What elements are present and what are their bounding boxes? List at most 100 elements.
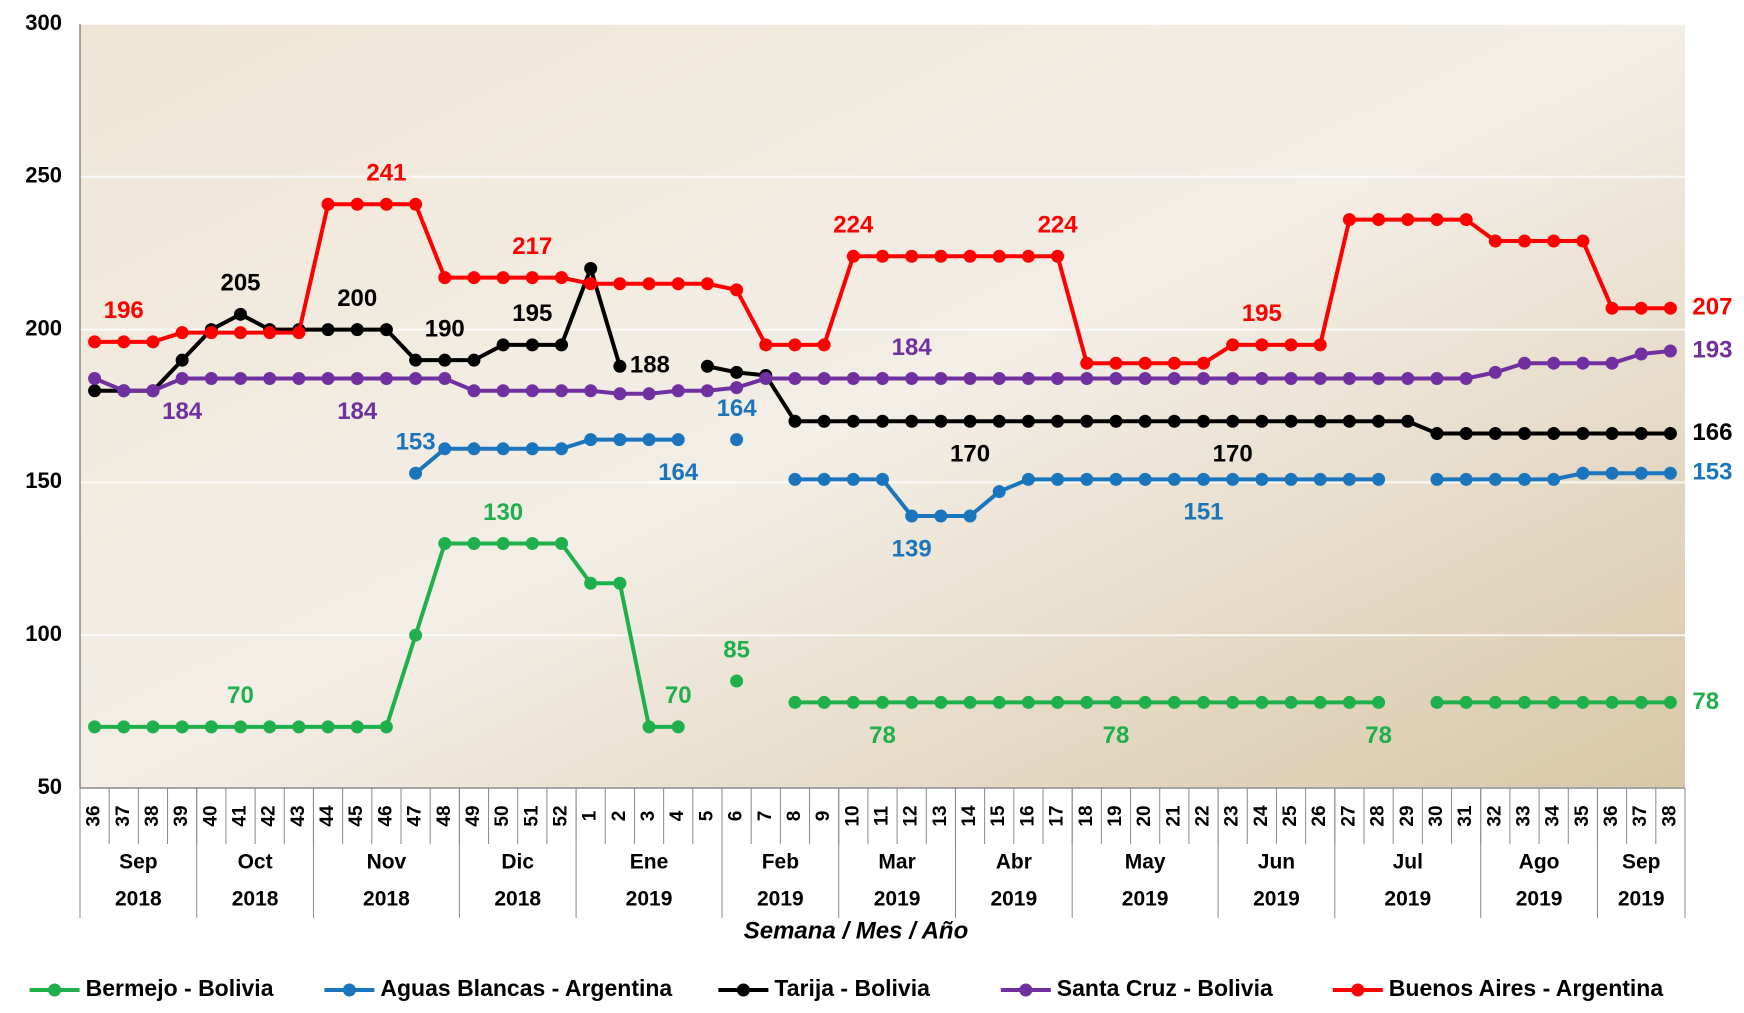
data-point: [1518, 357, 1531, 370]
data-point: [1547, 473, 1560, 486]
data-label: 188: [630, 352, 670, 379]
data-point: [1606, 467, 1619, 480]
data-point: [1022, 415, 1035, 428]
data-point: [1606, 357, 1619, 370]
data-point: [176, 326, 189, 339]
data-point: [964, 372, 977, 385]
legend-swatch: [48, 984, 61, 997]
data-point: [905, 415, 918, 428]
data-point: [1168, 696, 1181, 709]
x-tick-label: 40: [200, 805, 221, 826]
legend-label: Buenos Aires - Argentina: [1389, 975, 1664, 1001]
x-tick-label: 27: [1338, 805, 1359, 826]
data-point: [1285, 473, 1298, 486]
year-label: 2018: [232, 888, 279, 911]
data-point: [788, 372, 801, 385]
x-tick-label: 29: [1397, 805, 1418, 826]
data-point: [1197, 415, 1210, 428]
year-label: 2019: [757, 888, 804, 911]
data-point: [497, 384, 510, 397]
data-point: [380, 720, 393, 733]
data-point: [1285, 415, 1298, 428]
data-point: [322, 372, 335, 385]
data-label: 170: [950, 441, 990, 468]
x-tick-label: 3: [638, 811, 659, 822]
data-point: [1518, 473, 1531, 486]
data-point: [409, 372, 422, 385]
data-point: [1401, 415, 1414, 428]
data-point: [438, 271, 451, 284]
x-tick-label: 19: [1105, 805, 1126, 826]
x-tick-label: 14: [959, 805, 980, 827]
data-point: [526, 442, 539, 455]
data-point: [526, 338, 539, 351]
year-label: 2019: [1516, 888, 1563, 911]
data-point: [263, 720, 276, 733]
data-point: [818, 473, 831, 486]
data-point: [1430, 372, 1443, 385]
data-point: [613, 277, 626, 290]
data-point: [1109, 696, 1122, 709]
data-point: [730, 675, 743, 688]
data-point: [292, 372, 305, 385]
month-label: Nov: [367, 851, 407, 874]
x-tick-label: 35: [1572, 805, 1593, 827]
data-point: [613, 387, 626, 400]
data-label: 78: [1365, 722, 1392, 749]
data-point: [905, 510, 918, 523]
data-point: [964, 250, 977, 263]
data-label: 130: [483, 499, 523, 526]
data-point: [438, 354, 451, 367]
x-tick-label: 38: [142, 805, 163, 826]
x-tick-label: 28: [1368, 805, 1389, 826]
x-tick-label: 30: [1426, 805, 1447, 826]
month-label: Dic: [501, 851, 534, 874]
legend-swatch: [343, 984, 356, 997]
x-tick-label: 45: [346, 805, 367, 827]
data-point: [1606, 427, 1619, 440]
x-tick-label: 32: [1484, 805, 1505, 826]
data-point: [1401, 372, 1414, 385]
data-point: [613, 360, 626, 373]
x-tick-label: 2: [609, 811, 630, 822]
data-point: [1489, 427, 1502, 440]
data-point: [701, 277, 714, 290]
data-point: [555, 442, 568, 455]
x-tick-label: 43: [288, 805, 309, 826]
data-point: [847, 473, 860, 486]
data-point: [1197, 696, 1210, 709]
data-point: [1168, 473, 1181, 486]
data-point: [1664, 344, 1677, 357]
data-label: 70: [227, 682, 254, 709]
data-point: [234, 308, 247, 321]
data-point: [176, 720, 189, 733]
month-label: Abr: [996, 851, 1032, 874]
data-label: 166: [1692, 419, 1732, 446]
data-point: [1285, 696, 1298, 709]
data-point: [1460, 473, 1473, 486]
data-point: [1080, 473, 1093, 486]
data-point: [1518, 234, 1531, 247]
data-point: [1635, 302, 1648, 315]
data-label: 217: [512, 233, 552, 260]
data-point: [1664, 427, 1677, 440]
data-label: 184: [162, 398, 203, 425]
data-point: [1372, 473, 1385, 486]
data-point: [672, 277, 685, 290]
data-label: 241: [366, 160, 406, 187]
data-point: [409, 467, 422, 480]
x-tick-label: 48: [434, 805, 455, 826]
data-point: [993, 415, 1006, 428]
data-label: 224: [1038, 212, 1079, 239]
data-point: [497, 537, 510, 550]
data-point: [1576, 467, 1589, 480]
data-point: [234, 372, 247, 385]
x-tick-label: 38: [1659, 805, 1680, 826]
data-point: [788, 696, 801, 709]
data-point: [847, 250, 860, 263]
data-point: [1576, 357, 1589, 370]
legend-label: Aguas Blancas - Argentina: [380, 975, 672, 1001]
data-label: 70: [665, 682, 692, 709]
data-point: [613, 433, 626, 446]
data-point: [380, 372, 393, 385]
